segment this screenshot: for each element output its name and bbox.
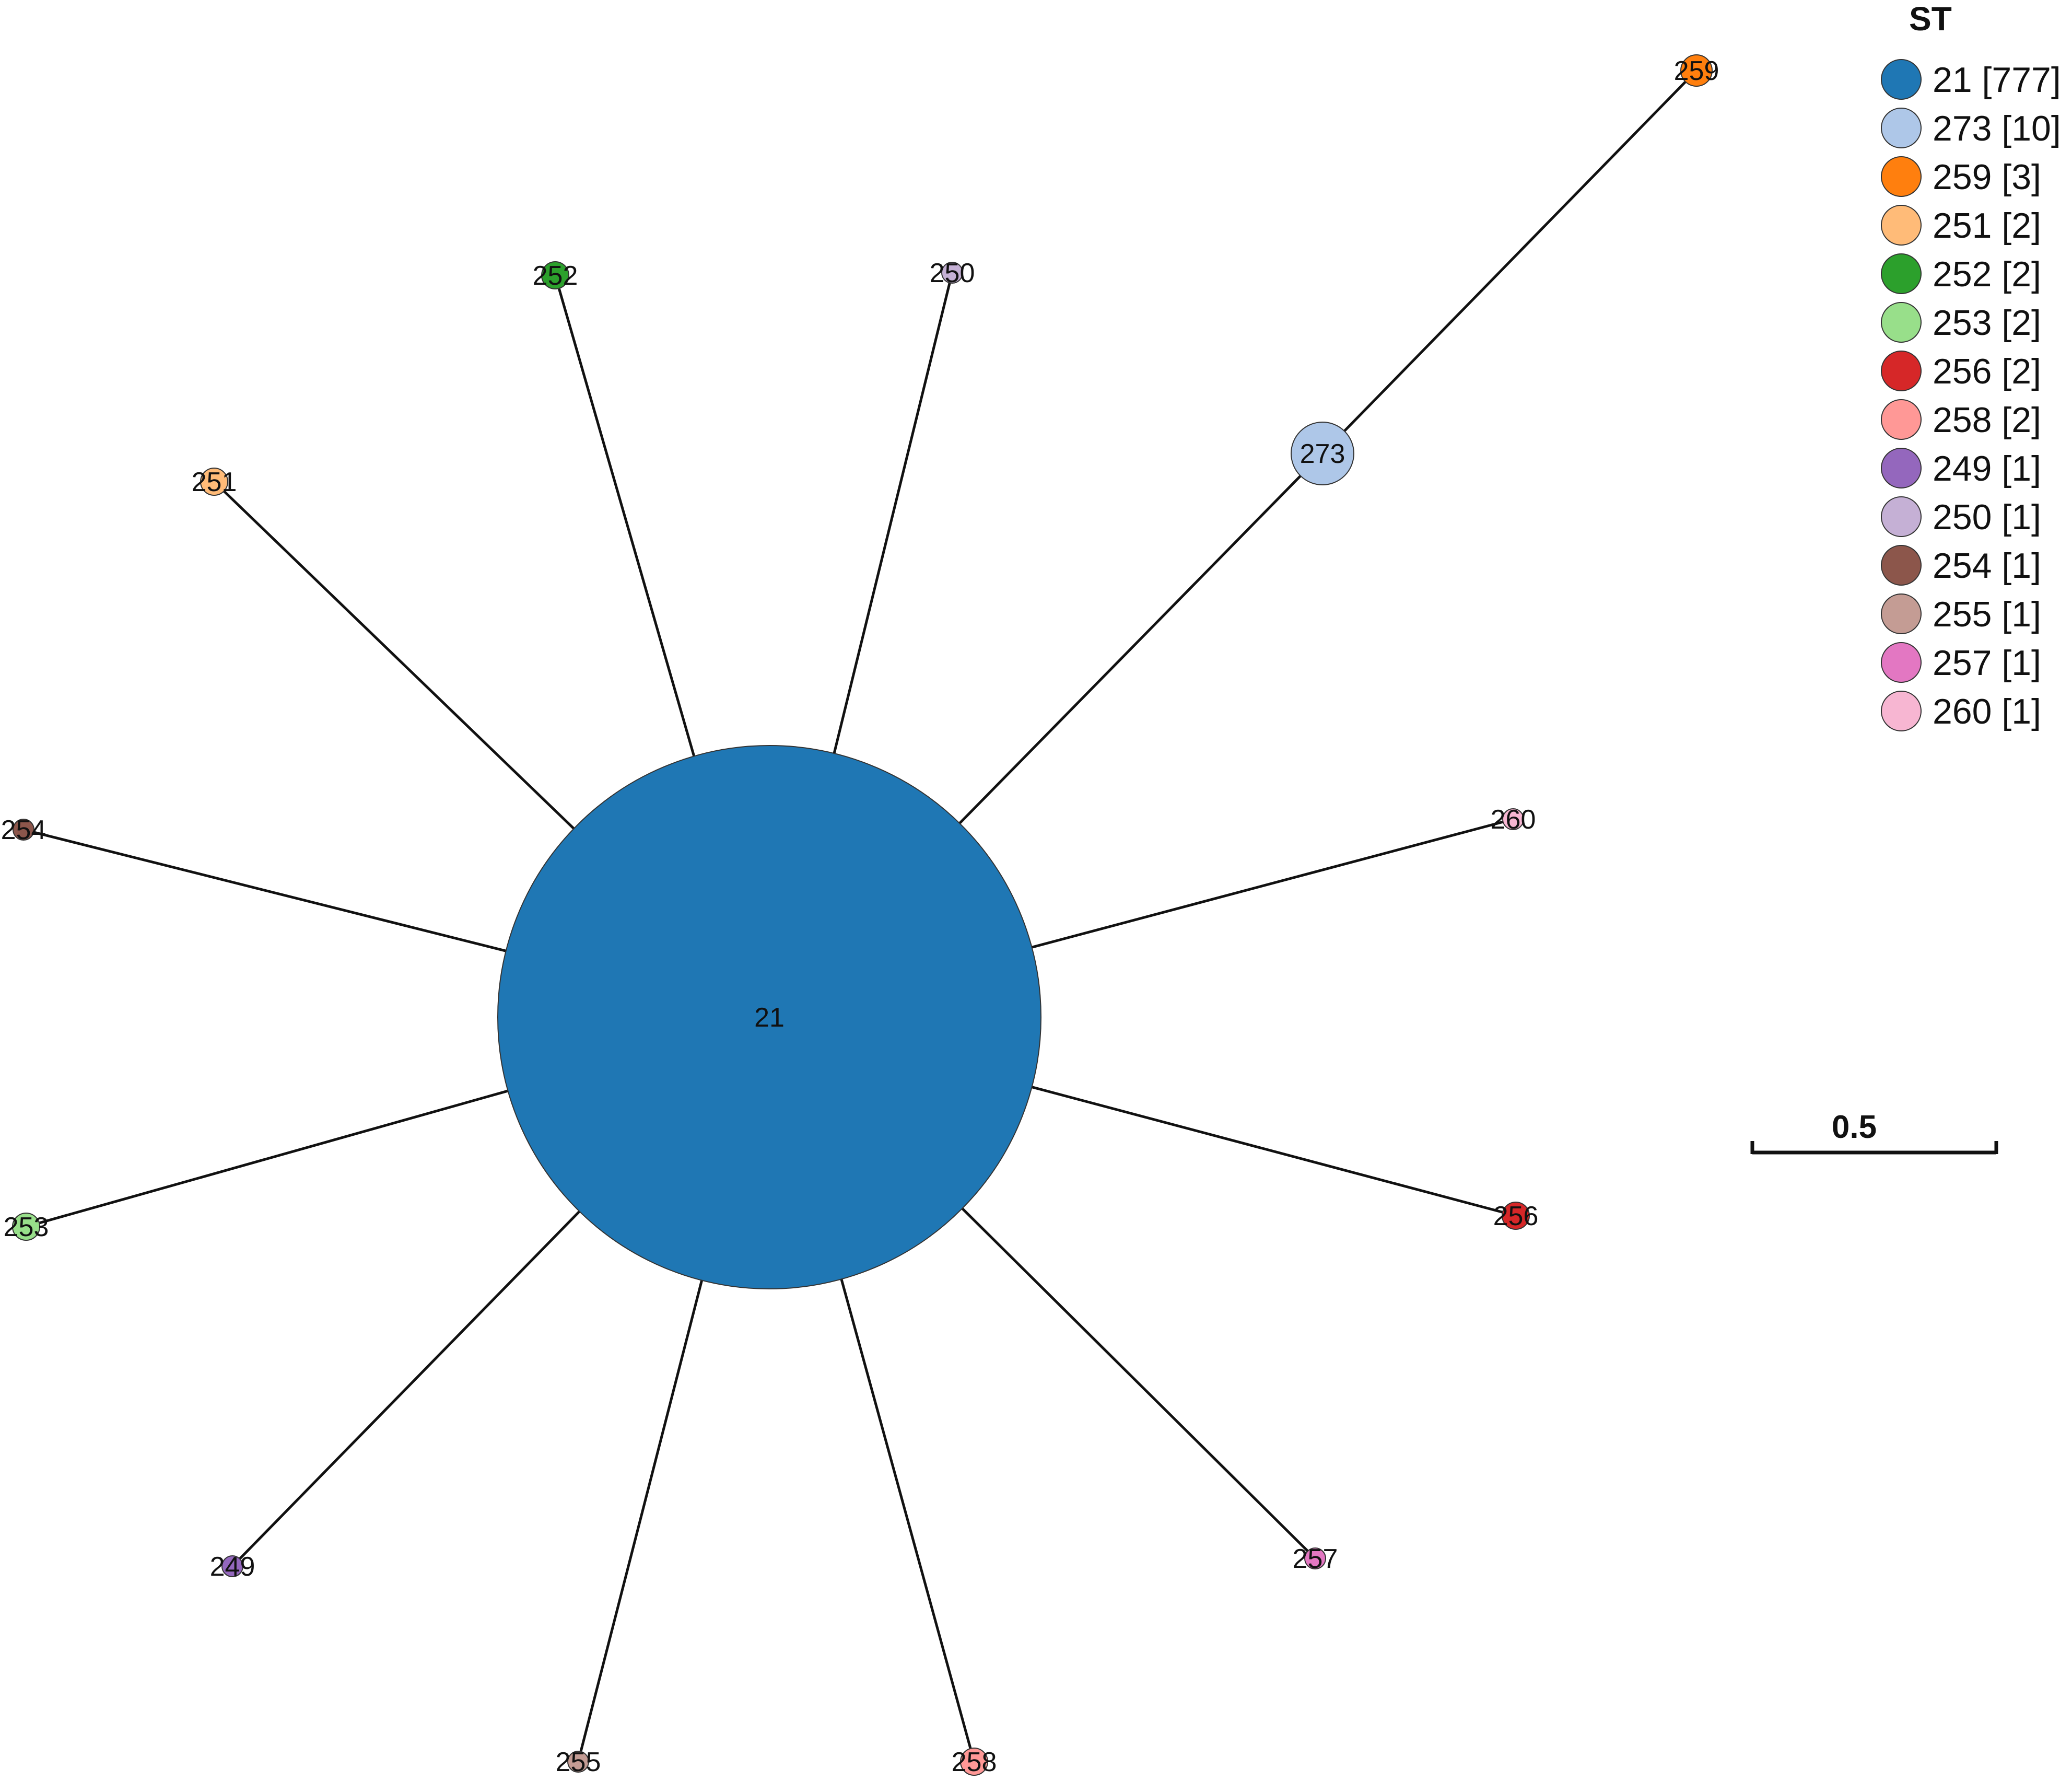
node-label-273: 273 — [1300, 439, 1345, 469]
node-circle-258 — [960, 1748, 988, 1776]
node-circle-253 — [12, 1213, 40, 1241]
legend-item: 251 [2] — [1881, 205, 2041, 246]
legend-swatch — [1881, 448, 1922, 488]
node-label-249: 249 — [210, 1552, 255, 1582]
node-255: 255 — [556, 1747, 601, 1777]
node-250: 250 — [930, 258, 975, 288]
node-label-253: 253 — [4, 1212, 49, 1242]
node-circle-257 — [1304, 1547, 1326, 1569]
node-label-252: 252 — [533, 261, 578, 291]
legend-swatch — [1881, 593, 1922, 634]
node-label-257: 257 — [1293, 1544, 1338, 1574]
legend-label: 253 [2] — [1933, 303, 2041, 343]
scale-bar-label: 0.5 — [1832, 1109, 1877, 1145]
node-circle-255 — [567, 1751, 589, 1773]
node-273: 273 — [1291, 422, 1354, 485]
node-label-260: 260 — [1491, 805, 1536, 835]
node-circle-273 — [1291, 422, 1354, 485]
legend-swatch — [1881, 642, 1922, 683]
legend-swatch — [1881, 108, 1922, 148]
legend-swatch — [1881, 205, 1922, 246]
node-circle-256 — [1502, 1202, 1530, 1230]
legend: ST 21 [777] 273 [10] 259 [3] 251 [2] 252 [2]… — [1881, 0, 2061, 731]
legend-item: 250 [1] — [1881, 496, 2041, 537]
legend-swatch — [1881, 351, 1922, 391]
legend-item: 273 [10] — [1881, 108, 2061, 148]
legend-label: 21 [777] — [1933, 60, 2061, 100]
legend-swatch — [1881, 156, 1922, 197]
node-260: 260 — [1491, 805, 1536, 835]
node-label-21: 21 — [754, 1003, 785, 1033]
legend-item: 256 [2] — [1881, 351, 2041, 391]
node-21: 21 — [497, 745, 1041, 1289]
legend-label: 252 [2] — [1933, 254, 2041, 294]
node-252: 252 — [533, 261, 578, 291]
node-label-251: 251 — [192, 467, 237, 497]
legend-label: 254 [1] — [1933, 546, 2041, 586]
node-label-258: 258 — [952, 1747, 997, 1777]
legend-item: 260 [1] — [1881, 691, 2041, 731]
node-label-255: 255 — [556, 1747, 601, 1777]
legend-swatch — [1881, 496, 1922, 537]
legend-items: 21 [777] 273 [10] 259 [3] 251 [2] 252 [2] 253… — [1881, 59, 2061, 731]
legend-swatch — [1881, 302, 1922, 343]
legend-item: 252 [2] — [1881, 253, 2041, 294]
node-circle-254 — [13, 819, 34, 841]
node-circle-249 — [221, 1555, 243, 1577]
legend-item: 253 [2] — [1881, 302, 2041, 343]
node-circle-252 — [541, 261, 569, 289]
legend-label: 250 [1] — [1933, 497, 2041, 537]
legend-label: 258 [2] — [1933, 400, 2041, 440]
node-254: 254 — [1, 815, 46, 845]
legend-label: 259 [3] — [1933, 157, 2041, 197]
node-circle-260 — [1502, 808, 1524, 830]
legend-item: 259 [3] — [1881, 156, 2041, 197]
legend-item: 21 [777] — [1881, 59, 2061, 100]
edge-273-259 — [1321, 69, 1698, 455]
node-258: 258 — [952, 1747, 997, 1777]
legend-item: 258 [2] — [1881, 399, 2041, 440]
legend-label: 256 [2] — [1933, 352, 2041, 391]
legend-label: 255 [1] — [1933, 595, 2041, 634]
legend-label: 260 [1] — [1933, 692, 2041, 731]
node-label-250: 250 — [930, 258, 975, 288]
legend-swatch — [1881, 399, 1922, 440]
node-label-254: 254 — [1, 815, 46, 845]
legend-swatch — [1881, 545, 1922, 586]
legend-swatch — [1881, 253, 1922, 294]
legend-swatch — [1881, 691, 1922, 731]
node-251: 251 — [192, 467, 237, 497]
legend-swatch — [1881, 59, 1922, 100]
legend-label: 251 [2] — [1933, 206, 2041, 246]
legend-item: 249 [1] — [1881, 448, 2041, 488]
node-253: 253 — [4, 1212, 49, 1242]
node-circle-21 — [497, 745, 1041, 1289]
legend-title: ST — [1909, 0, 1952, 38]
legend-label: 273 [10] — [1933, 109, 2061, 148]
legend-item: 254 [1] — [1881, 545, 2041, 586]
legend-item: 255 [1] — [1881, 593, 2041, 634]
scale-bar: 0.5 — [1750, 1109, 1998, 1155]
legend-label: 257 [1] — [1933, 643, 2041, 683]
node-circle-250 — [941, 262, 963, 284]
node-249: 249 — [210, 1552, 255, 1582]
node-label-259: 259 — [1674, 56, 1719, 86]
legend-label: 249 [1] — [1933, 449, 2041, 488]
node-256: 256 — [1493, 1201, 1539, 1231]
legend-item: 257 [1] — [1881, 642, 2041, 683]
node-circle-259 — [1680, 54, 1713, 87]
nodes-group: 21 273 259 252 250 251 254 253 249 255 258 257 256 26… — [1, 54, 1719, 1777]
node-circle-251 — [200, 468, 228, 496]
node-259: 259 — [1674, 54, 1719, 87]
node-257: 257 — [1293, 1544, 1338, 1574]
node-label-256: 256 — [1493, 1201, 1539, 1231]
